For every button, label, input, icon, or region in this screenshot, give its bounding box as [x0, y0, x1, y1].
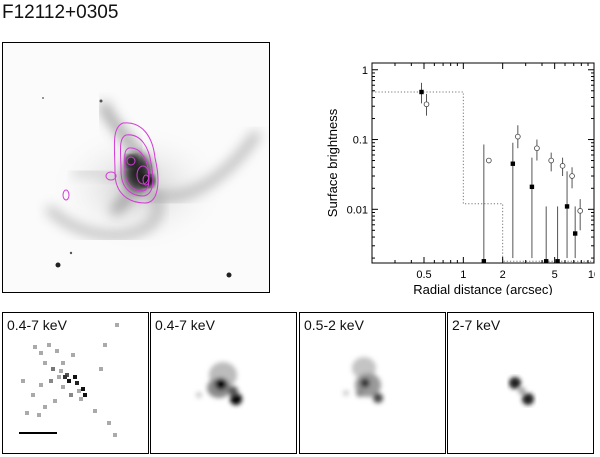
count-pixel [113, 433, 117, 437]
tidal-arm-lower [141, 129, 262, 202]
x-tick-label: 0.5 [416, 269, 431, 281]
count-pixel [61, 385, 65, 389]
data-point-filled-square [529, 184, 535, 190]
x-tick-label: 5 [552, 269, 558, 281]
count-pixel [59, 369, 63, 373]
x-tick-label: 2 [500, 269, 506, 281]
count-pixel [25, 411, 29, 415]
panel-label: 0.5-2 keV [304, 317, 364, 333]
y-axis-label: Surface brightness [325, 108, 340, 217]
data-point-open-circle [577, 208, 583, 214]
count-pixel [107, 421, 111, 425]
count-pixel [79, 397, 83, 401]
binned-counts-image [19, 323, 119, 437]
count-pixel [43, 405, 47, 409]
panel-label: 0.4-7 keV [7, 317, 67, 333]
data-point-filled-square [510, 161, 516, 166]
figure-title: F12112+0305 [2, 2, 119, 23]
count-pixel [55, 349, 59, 353]
y-tick-label: 1 [362, 65, 368, 77]
data-point-filled-square [419, 89, 424, 95]
field-star [69, 251, 73, 255]
count-pixel [33, 345, 37, 349]
count-pixel [53, 399, 57, 403]
data-point-open-circle [559, 163, 566, 169]
plot-frame [371, 62, 595, 264]
count-pixel [115, 323, 119, 327]
data-point-open-circle [534, 145, 540, 152]
reference-step-profile [372, 91, 594, 262]
data-point-open-circle [486, 157, 492, 164]
count-pixel [103, 343, 107, 347]
count-pixel [73, 375, 77, 379]
data-point-open-circle [569, 173, 575, 179]
field-star [226, 272, 232, 278]
count-pixel [51, 367, 55, 371]
xray-panel-broad: 0.4-7 keV [150, 312, 297, 454]
count-pixel [63, 375, 67, 379]
count-pixel [67, 379, 71, 383]
x-tick-label: 1 [460, 269, 466, 281]
count-pixel [39, 351, 43, 355]
count-pixel [69, 393, 73, 397]
count-pixel [37, 413, 41, 417]
optical-image-panel [2, 42, 270, 293]
count-pixel [49, 379, 53, 383]
xray-panel-strip: 0.4-7 keV 0.4-7 keV 0.5-2 keV [2, 312, 594, 454]
y-tick-label: 0.01 [347, 204, 368, 216]
count-pixel [31, 393, 35, 397]
xray-panel-hard: 2-7 keV [447, 312, 594, 454]
count-pixel [75, 381, 79, 385]
data-point-filled-square [555, 259, 560, 264]
xray-panel-binned: 0.4-7 keV [2, 312, 149, 454]
binned-pixels [21, 323, 119, 437]
data-point-open-circle [548, 157, 554, 164]
count-pixel [57, 375, 61, 379]
optical-galaxy-image [42, 97, 262, 278]
x-axis-label: Radial distance (arcsec) [413, 282, 552, 295]
smoothed-broad-image [196, 362, 242, 405]
count-pixel [83, 393, 87, 397]
field-star [99, 99, 103, 103]
y-tick-label: 0.1 [353, 135, 368, 147]
data-point-filled-square [543, 259, 549, 264]
data-point-filled-square [481, 259, 487, 264]
count-pixel [71, 353, 75, 357]
xray-contours [62, 122, 159, 204]
count-pixel [39, 383, 43, 387]
data-point-open-circle [515, 133, 521, 140]
count-pixel [77, 389, 81, 393]
x-tick-label: 10 [588, 269, 595, 281]
count-pixel [99, 367, 103, 371]
data-point-filled-square [572, 231, 578, 236]
count-pixel [47, 343, 51, 347]
tidal-arm-bottom [45, 190, 163, 240]
smoothed-soft-image [343, 357, 383, 403]
data-point-open-circle [423, 101, 430, 108]
panel-label: 2-7 keV [452, 317, 501, 333]
xray-panel-soft: 0.5-2 keV [299, 312, 446, 454]
count-pixel [21, 379, 25, 383]
field-star [42, 97, 44, 99]
field-star [55, 262, 61, 268]
surface-brightness-plot: 0.5 1 2 5 10 1 0.1 0.01 Radial distance (arcsec)… [325, 62, 595, 295]
panel-label: 0.4-7 keV [155, 317, 215, 333]
smoothed-hard-image [509, 377, 534, 405]
count-pixel [93, 409, 97, 413]
count-pixel [61, 361, 65, 365]
data-point-filled-square [564, 204, 570, 209]
plot-area: 0.5 1 2 5 10 1 0.1 0.01 Radial distance (arcsec)… [325, 62, 595, 295]
count-pixel [43, 361, 47, 365]
count-pixel [81, 387, 85, 391]
